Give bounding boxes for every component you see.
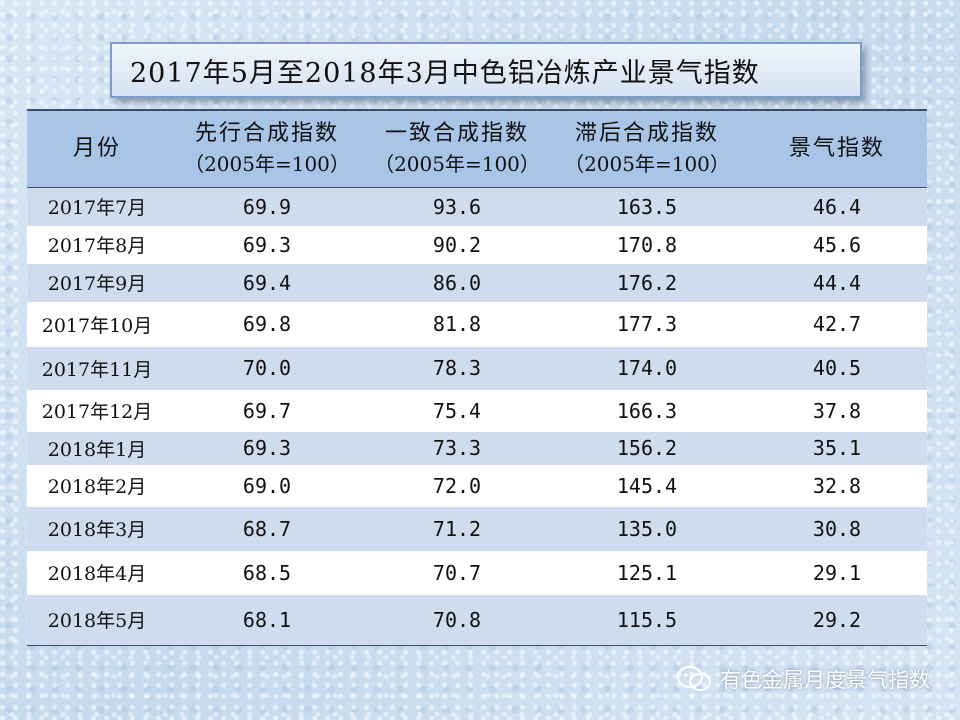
value-cell: 177.3	[547, 301, 747, 347]
month-cell: 2018年5月	[27, 594, 167, 645]
table-row: 2018年2月 69.0 72.0 145.4 32.8	[27, 464, 927, 507]
index-table: 月份 先行合成指数 （2005年=100） 一致合成指数 （2005年=100） 滞…	[27, 111, 927, 645]
month-cell: 2018年1月	[27, 431, 167, 465]
value-cell: 69.7	[167, 389, 367, 432]
watermark-text: 有色金属月度景气指数	[720, 668, 930, 692]
value-cell: 163.5	[547, 187, 747, 226]
watermark: 有色金属月度景气指数	[676, 664, 930, 694]
month-cell: 2017年9月	[27, 263, 167, 302]
value-cell: 78.3	[367, 346, 547, 390]
wechat-icon	[677, 666, 711, 691]
value-cell: 68.5	[167, 550, 367, 595]
value-cell: 69.4	[167, 263, 367, 302]
value-cell: 166.3	[547, 389, 747, 432]
table-row: 2017年9月 69.4 86.0 176.2 44.4	[27, 263, 927, 302]
column-header-sub: （2005年=100）	[564, 152, 730, 176]
month-cell: 2017年7月	[27, 187, 167, 226]
month-cell: 2018年4月	[27, 550, 167, 595]
value-cell: 44.4	[747, 263, 927, 302]
value-cell: 32.8	[747, 464, 927, 507]
column-header: 一致合成指数 （2005年=100）	[367, 111, 547, 188]
value-cell: 170.8	[547, 225, 747, 264]
column-header-sub: （2005年=100）	[374, 152, 540, 176]
month-cell: 2017年10月	[27, 301, 167, 347]
value-cell: 29.2	[747, 594, 927, 645]
column-header-label: 景气指数	[788, 136, 885, 161]
column-header: 先行合成指数 （2005年=100）	[167, 111, 367, 188]
table-row: 2017年12月 69.7 75.4 166.3 37.8	[27, 389, 927, 432]
month-cell: 2018年3月	[27, 506, 167, 551]
table-row: 2018年1月 69.3 73.3 156.2 35.1	[27, 431, 927, 465]
column-header: 景气指数	[747, 111, 927, 188]
value-cell: 35.1	[747, 431, 927, 465]
title-box: 2017年5月至2018年3月中色铝冶炼产业景气指数	[110, 42, 862, 98]
table-row: 2018年3月 68.7 71.2 135.0 30.8	[27, 506, 927, 551]
value-cell: 45.6	[747, 225, 927, 264]
month-cell: 2017年11月	[27, 346, 167, 390]
value-cell: 69.9	[167, 187, 367, 226]
value-cell: 81.8	[367, 301, 547, 347]
column-header-label: 月份	[72, 136, 121, 161]
value-cell: 30.8	[747, 506, 927, 551]
value-cell: 70.0	[167, 346, 367, 390]
value-cell: 68.7	[167, 506, 367, 551]
table-row: 2018年5月 68.1 70.8 115.5 29.2	[27, 594, 927, 645]
value-cell: 75.4	[367, 389, 547, 432]
value-cell: 125.1	[547, 550, 747, 595]
table-row: 2017年10月 69.8 81.8 177.3 42.7	[27, 301, 927, 347]
column-header: 滞后合成指数 （2005年=100）	[547, 111, 747, 188]
value-cell: 69.0	[167, 464, 367, 507]
month-cell: 2018年2月	[27, 464, 167, 507]
value-cell: 42.7	[747, 301, 927, 347]
value-cell: 69.8	[167, 301, 367, 347]
column-header-label: 先行合成指数	[194, 121, 339, 146]
value-cell: 176.2	[547, 263, 747, 302]
index-table-container: 月份 先行合成指数 （2005年=100） 一致合成指数 （2005年=100） 滞…	[27, 109, 927, 646]
value-cell: 156.2	[547, 431, 747, 465]
column-header-label: 滞后合成指数	[574, 121, 719, 146]
table-row: 2017年8月 69.3 90.2 170.8 45.6	[27, 225, 927, 264]
table-row: 2017年11月 70.0 78.3 174.0 40.5	[27, 346, 927, 390]
value-cell: 72.0	[367, 464, 547, 507]
column-header-label: 一致合成指数	[384, 121, 529, 146]
value-cell: 93.6	[367, 187, 547, 226]
value-cell: 68.1	[167, 594, 367, 645]
value-cell: 90.2	[367, 225, 547, 264]
value-cell: 86.0	[367, 263, 547, 302]
value-cell: 40.5	[747, 346, 927, 390]
table-header-row: 月份 先行合成指数 （2005年=100） 一致合成指数 （2005年=100） 滞…	[27, 111, 927, 188]
value-cell: 135.0	[547, 506, 747, 551]
column-header: 月份	[27, 111, 167, 188]
table-row: 2018年4月 68.5 70.7 125.1 29.1	[27, 550, 927, 595]
value-cell: 145.4	[547, 464, 747, 507]
column-header-sub: （2005年=100）	[184, 152, 350, 176]
value-cell: 69.3	[167, 225, 367, 264]
value-cell: 70.7	[367, 550, 547, 595]
table-row: 2017年7月 69.9 93.6 163.5 46.4	[27, 187, 927, 226]
value-cell: 37.8	[747, 389, 927, 432]
value-cell: 115.5	[547, 594, 747, 645]
page-title: 2017年5月至2018年3月中色铝冶炼产业景气指数	[130, 57, 760, 89]
value-cell: 71.2	[367, 506, 547, 551]
table-body: 2017年7月 69.9 93.6 163.5 46.4 2017年8月 69.3 90.2 1…	[27, 187, 927, 645]
value-cell: 46.4	[747, 187, 927, 226]
value-cell: 29.1	[747, 550, 927, 595]
value-cell: 174.0	[547, 346, 747, 390]
value-cell: 73.3	[367, 431, 547, 465]
month-cell: 2017年8月	[27, 225, 167, 264]
value-cell: 69.3	[167, 431, 367, 465]
value-cell: 70.8	[367, 594, 547, 645]
month-cell: 2017年12月	[27, 389, 167, 432]
